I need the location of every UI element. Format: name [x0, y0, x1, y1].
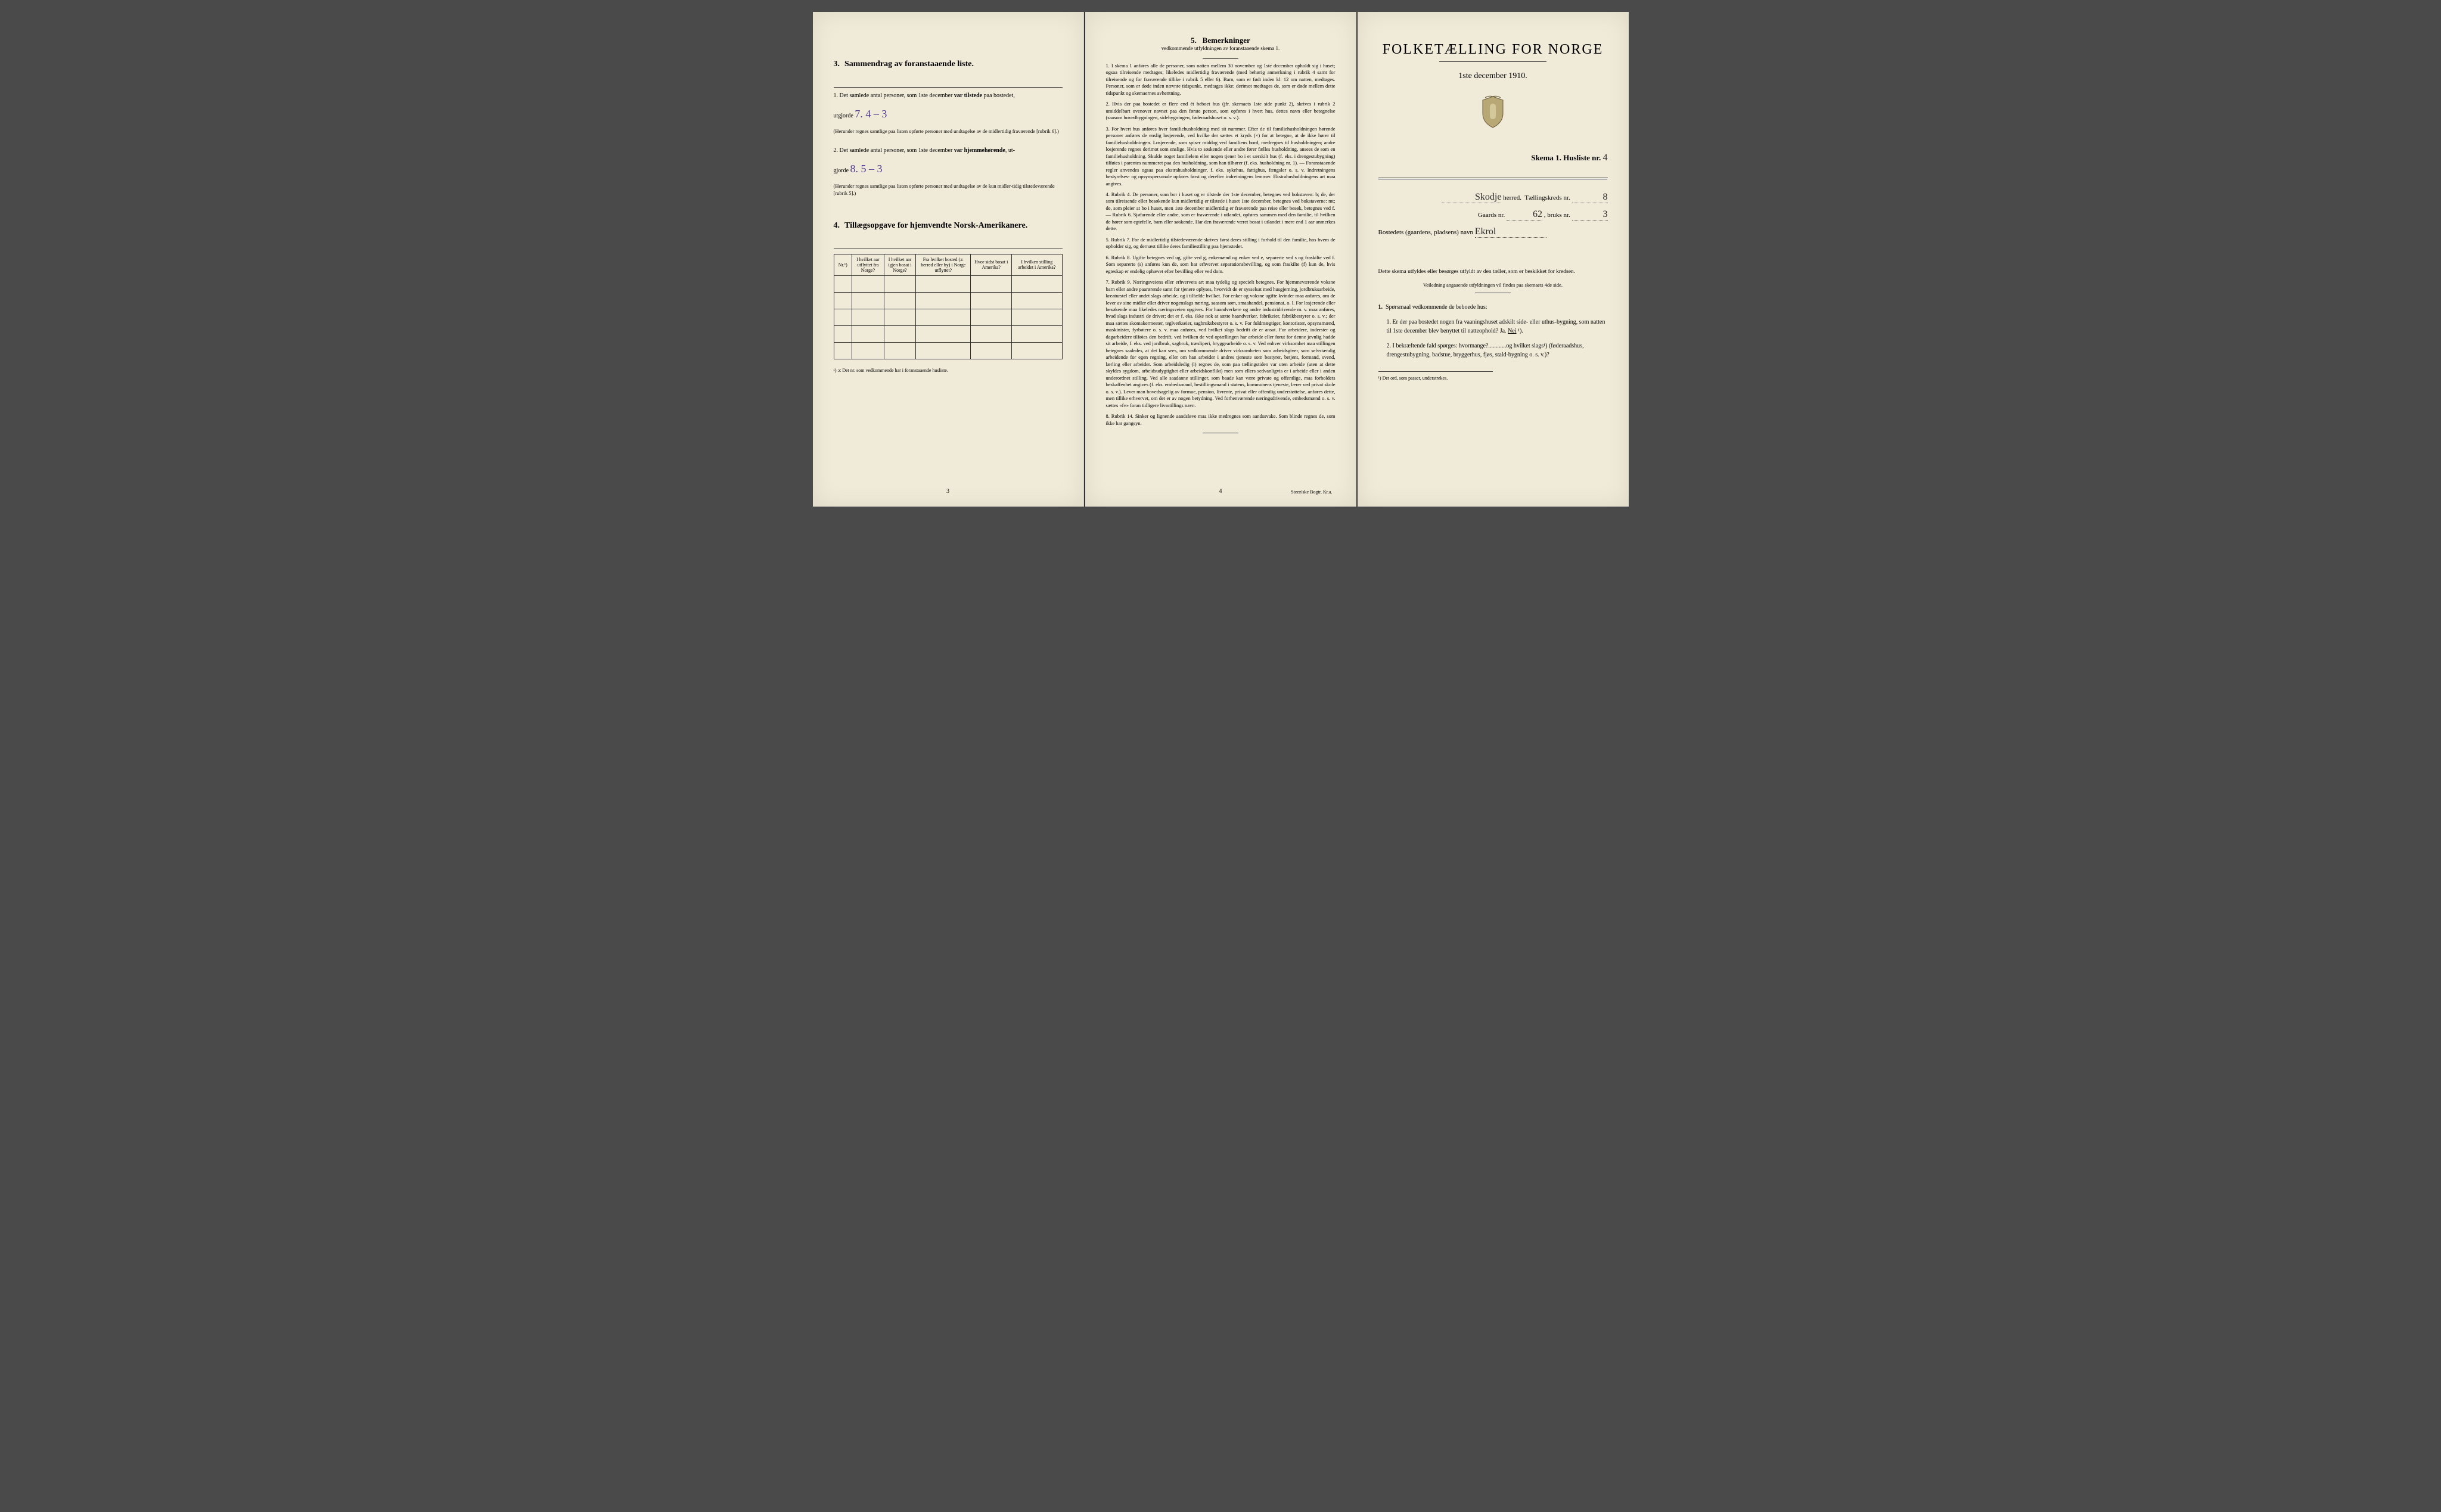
section-4-num: 4. — [834, 221, 840, 238]
table-row — [834, 309, 1062, 325]
gaards-line: Gaards nr. 62 , bruks nr. 3 — [1378, 209, 1608, 221]
bosted-line: Bostedets (gaardens, pladsens) navn Ekro… — [1378, 226, 1608, 238]
bosted-name: Ekrol — [1475, 226, 1546, 238]
table-header-row: Nr.¹) I hvilket aar utflyttet fra Norge?… — [834, 254, 1062, 275]
remark-item: 7. Rubrik 9. Næringsveiens eller erhverv… — [1106, 279, 1336, 409]
th-4: Hvor sidst bosat i Amerika? — [971, 254, 1012, 275]
question-1: 1. Er der paa bostedet nogen fra vaaning… — [1387, 318, 1608, 336]
herred-line: Skodje herred. Tællingskreds nr. 8 — [1378, 192, 1608, 203]
q1-line2: utgjorde 7. 4 – 3 — [834, 106, 1063, 122]
kreds-nr: 8 — [1572, 192, 1608, 203]
herred-name: Skodje — [1442, 192, 1501, 203]
instructions: Dette skema utfyldes eller besørges utfy… — [1378, 268, 1608, 276]
remark-item: 4. Rubrik 4. De personer, som bor i huse… — [1106, 191, 1336, 232]
q2-handwritten: 8. 5 – 3 — [850, 161, 883, 177]
th-5: I hvilken stilling arbeidet i Amerika? — [1012, 254, 1062, 275]
section-3-num: 3. — [834, 60, 840, 76]
imprint: Steen'ske Bogtr. Kr.a. — [1291, 489, 1332, 495]
question-2: 2. I bekræftende fald spørges: hvormange… — [1387, 341, 1608, 359]
page-num-3: 3 — [946, 488, 949, 495]
remark-item: 1. I skema 1 anføres alle de personer, s… — [1106, 63, 1336, 97]
remark-item: 3. For hvert hus anføres hver familiehus… — [1106, 126, 1336, 187]
main-title: FOLKETÆLLING FOR NORGE — [1378, 42, 1608, 58]
remark-item: 6. Rubrik 8. Ugifte betegnes ved ug, gif… — [1106, 254, 1336, 275]
subtitle: 1ste december 1910. — [1378, 72, 1608, 81]
section-4-title: Tillægsopgave for hjemvendte Norsk-Ameri… — [844, 221, 1027, 231]
page-1-cover: FOLKETÆLLING FOR NORGE 1ste december 191… — [1358, 12, 1629, 507]
section-4-header: 4. Tillægsopgave for hjemvendte Norsk-Am… — [834, 221, 1063, 238]
th-3: Fra hvilket bosted (ɔ: herred eller by) … — [916, 254, 971, 275]
section-3-header: 3. Sammendrag av foranstaaende liste. — [834, 60, 1063, 76]
q1-handwritten: 7. 4 – 3 — [855, 106, 887, 122]
th-2: I hvilket aar igjen bosat i Norge? — [884, 254, 916, 275]
remark-item: 2. Hvis der paa bostedet er flere end ét… — [1106, 101, 1336, 121]
nei-underlined: Nei — [1508, 328, 1516, 334]
q1-line1: 1. Det samlede antal personer, som 1ste … — [834, 91, 1063, 100]
page-4: 5. Bemerkninger vedkommende utfyldningen… — [1085, 12, 1356, 507]
th-1: I hvilket aar utflyttet fra Norge? — [852, 254, 884, 275]
amerikanere-table: Nr.¹) I hvilket aar utflyttet fra Norge?… — [834, 254, 1063, 359]
question-header: 1. Spørsmaal vedkommende de beboede hus: — [1378, 303, 1608, 312]
table-row — [834, 292, 1062, 309]
q2-line1: 2. Det samlede antal personer, som 1ste … — [834, 146, 1063, 155]
q1-note: (Herunder regnes samtlige paa listen opf… — [834, 128, 1063, 135]
table-row — [834, 275, 1062, 292]
page-num-4: 4 — [1219, 488, 1222, 495]
page-3: 3. Sammendrag av foranstaaende liste. 1.… — [813, 12, 1084, 507]
gaards-nr: 62 — [1507, 209, 1542, 221]
q2-line2: gjorde 8. 5 – 3 — [834, 161, 1063, 177]
instructions-2: Veiledning angaaende utfyldningen vil fi… — [1378, 282, 1608, 289]
section-5-header: 5. Bemerkninger — [1106, 36, 1336, 45]
right-footnote: ¹) Det ord, som passer, understrekes. — [1378, 371, 1493, 381]
q2-note: (Herunder regnes samtlige paa listen opf… — [834, 183, 1063, 197]
table-row — [834, 325, 1062, 342]
remarks-list: 1. I skema 1 anføres alle de personer, s… — [1106, 63, 1336, 427]
document-spread: 3. Sammendrag av foranstaaende liste. 1.… — [813, 12, 1629, 507]
coat-of-arms-icon — [1378, 95, 1608, 135]
remark-item: 8. Rubrik 14. Sinker og lignende aandslø… — [1106, 413, 1336, 427]
section-3-title: Sammendrag av foranstaaende liste. — [844, 60, 974, 69]
bruks-nr: 3 — [1572, 209, 1608, 221]
section-4-footnote: ¹) ɔ: Det nr. som vedkommende har i fora… — [834, 368, 1063, 373]
th-0: Nr.¹) — [834, 254, 852, 275]
section-5-subtitle: vedkommende utfyldningen av foranstaaend… — [1106, 45, 1336, 51]
table-row — [834, 342, 1062, 359]
husliste-nr: 4 — [1603, 153, 1608, 163]
skema-line: Skema 1. Husliste nr. 4 — [1378, 153, 1608, 163]
remark-item: 5. Rubrik 7. For de midlertidig tilstede… — [1106, 237, 1336, 250]
